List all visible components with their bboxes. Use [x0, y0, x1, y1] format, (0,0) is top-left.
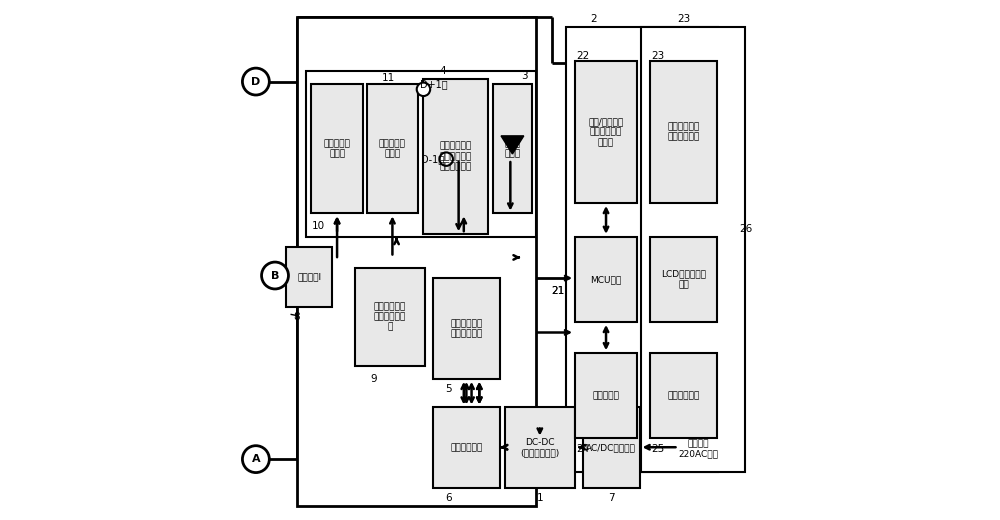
- Text: 23: 23: [677, 15, 690, 24]
- Bar: [423, 79, 488, 234]
- Bar: [355, 268, 425, 366]
- Text: D-1端: D-1端: [421, 154, 445, 164]
- Text: 21: 21: [552, 286, 565, 296]
- Text: 蓄电池组单体
电压检测设备: 蓄电池组单体 电压检测设备: [667, 122, 700, 141]
- Text: 亦可外接
220AC输入: 亦可外接 220AC输入: [678, 439, 718, 459]
- Bar: [650, 61, 717, 203]
- Bar: [311, 84, 363, 213]
- Text: 1: 1: [537, 493, 543, 503]
- Bar: [575, 353, 637, 438]
- Text: 自动限流充电
和等电位连接
安全控制电路: 自动限流充电 和等电位连接 安全控制电路: [440, 141, 472, 172]
- Text: 正负极性转
换开关: 正负极性转 换开关: [379, 139, 406, 159]
- Bar: [575, 61, 637, 203]
- Text: 10: 10: [312, 222, 325, 231]
- Bar: [505, 407, 575, 488]
- Circle shape: [262, 262, 288, 289]
- Text: 23: 23: [652, 50, 665, 61]
- Circle shape: [242, 68, 269, 95]
- Text: 9: 9: [370, 374, 377, 384]
- Text: 电流/电压数据
采集及转换控
制电路: 电流/电压数据 采集及转换控 制电路: [588, 117, 624, 147]
- Bar: [367, 84, 418, 213]
- Text: 3: 3: [521, 71, 527, 82]
- Text: 第二安全保
护电路: 第二安全保 护电路: [324, 139, 351, 159]
- Text: AC/DC开关电源: AC/DC开关电源: [586, 443, 636, 452]
- Text: 5: 5: [445, 384, 452, 394]
- Bar: [297, 17, 536, 505]
- Text: 2: 2: [590, 15, 596, 24]
- Text: 数据存储器: 数据存储器: [593, 391, 619, 400]
- Text: 4: 4: [440, 66, 446, 76]
- Text: 25: 25: [652, 444, 665, 454]
- Text: D+1端: D+1端: [420, 79, 447, 89]
- Text: 6: 6: [445, 493, 452, 503]
- Polygon shape: [501, 136, 524, 154]
- Text: MCU单元: MCU单元: [590, 275, 622, 284]
- Text: 电源正反向极
性工作保护电
路: 电源正反向极 性工作保护电 路: [374, 302, 406, 332]
- Bar: [566, 27, 718, 472]
- Circle shape: [242, 446, 269, 473]
- Text: 放电负载电路: 放电负载电路: [450, 443, 483, 452]
- Text: DC-DC
(主机工作电源): DC-DC (主机工作电源): [520, 438, 560, 457]
- Bar: [493, 84, 532, 213]
- Bar: [433, 278, 500, 379]
- Text: 恒流放电负载
智能控制电路: 恒流放电负载 智能控制电路: [450, 319, 483, 338]
- Bar: [583, 407, 640, 488]
- Text: 21: 21: [552, 286, 565, 296]
- Text: D: D: [251, 76, 260, 86]
- Text: 安全保
护电路: 安全保 护电路: [505, 139, 521, 159]
- Text: 电流检测I: 电流检测I: [297, 272, 321, 281]
- Bar: [650, 353, 717, 438]
- Bar: [306, 71, 536, 237]
- Text: 11: 11: [382, 73, 395, 83]
- Bar: [641, 27, 745, 472]
- Circle shape: [417, 83, 430, 96]
- Text: 远程通信电路: 远程通信电路: [667, 391, 700, 400]
- Text: 7: 7: [608, 493, 615, 503]
- Bar: [575, 237, 637, 322]
- Bar: [650, 237, 717, 322]
- Text: 8: 8: [293, 312, 300, 322]
- Circle shape: [439, 152, 453, 166]
- Text: B: B: [271, 270, 279, 280]
- Text: 22: 22: [577, 50, 590, 61]
- Text: 26: 26: [739, 224, 752, 234]
- Text: LCD显示和键盘
输入: LCD显示和键盘 输入: [661, 270, 706, 289]
- Bar: [433, 407, 500, 488]
- Bar: [286, 247, 332, 307]
- Text: 24: 24: [577, 444, 590, 454]
- Text: A: A: [252, 454, 260, 464]
